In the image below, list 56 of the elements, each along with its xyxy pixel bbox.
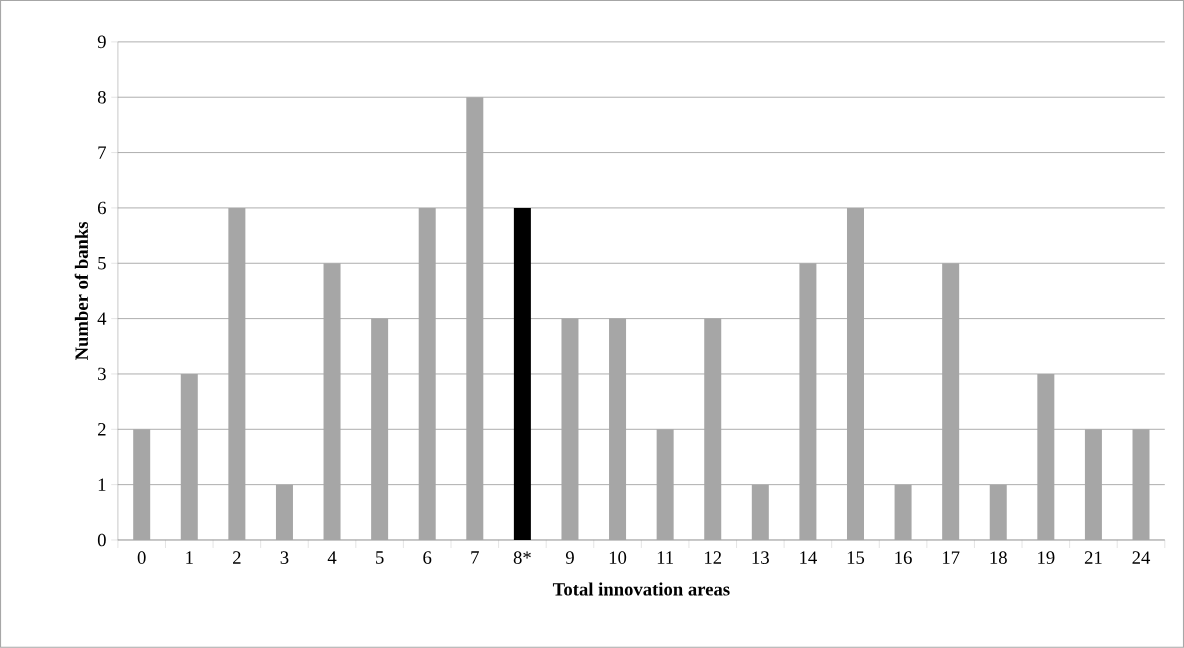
y-tick-label: 7 xyxy=(98,146,106,159)
x-tick-label: 13 xyxy=(752,551,769,564)
y-tick-label: 4 xyxy=(97,312,107,325)
y-tick-label: 9 xyxy=(97,35,106,49)
y-tick-label: 5 xyxy=(98,257,106,270)
bar xyxy=(751,484,769,541)
x-tick-label: 16 xyxy=(895,551,912,564)
x-tick-label: 7 xyxy=(471,551,479,564)
bar xyxy=(989,484,1007,541)
x-tick-label: 12 xyxy=(705,551,722,564)
x-tick-label: 2 xyxy=(233,551,241,564)
y-tick-label: 0 xyxy=(97,533,106,547)
bar xyxy=(609,318,627,541)
bar xyxy=(561,318,579,541)
x-tick-label: 21 xyxy=(1084,551,1102,564)
x-tick-label: 5 xyxy=(376,551,384,564)
x-tick-label: 8* xyxy=(513,551,531,565)
x-tick-label: 9 xyxy=(565,551,574,564)
bar xyxy=(371,318,389,541)
x-tick-label: 17 xyxy=(942,551,960,564)
bar xyxy=(894,484,912,541)
x-tick-label: 1 xyxy=(186,551,193,564)
bar xyxy=(275,484,293,541)
bar xyxy=(466,97,484,541)
x-tick-label: 10 xyxy=(609,551,627,565)
x-tick-label: 14 xyxy=(800,551,817,564)
bar xyxy=(513,207,531,541)
y-tick-label: 2 xyxy=(98,423,106,436)
bar xyxy=(704,318,722,541)
bar xyxy=(418,207,436,541)
bar xyxy=(846,207,864,541)
x-tick-label: 15 xyxy=(847,551,865,564)
x-tick-label: 3 xyxy=(280,551,289,564)
x-tick-label: 18 xyxy=(990,551,1007,565)
y-tick-label: 6 xyxy=(97,201,106,215)
bar xyxy=(656,429,674,541)
x-axis-title: Total innovation areas xyxy=(552,582,730,596)
bar xyxy=(323,263,341,541)
y-tick-label: 1 xyxy=(98,478,106,491)
x-tick-label: 0 xyxy=(137,551,146,565)
y-axis-title: Number of banks xyxy=(74,221,89,361)
bar xyxy=(1132,429,1150,541)
x-tick-label: 19 xyxy=(1038,551,1055,564)
x-tick-label: 24 xyxy=(1132,551,1151,564)
bar xyxy=(133,429,151,541)
x-tick-label: 4 xyxy=(327,551,337,564)
bar xyxy=(799,263,817,541)
bar xyxy=(1084,429,1102,541)
bar xyxy=(1037,374,1055,541)
bar xyxy=(228,207,246,541)
bar xyxy=(180,374,198,541)
y-tick-label: 8 xyxy=(97,90,106,104)
y-tick-label: 3 xyxy=(98,367,106,381)
bar xyxy=(942,263,960,541)
x-tick-label: 11 xyxy=(657,551,674,564)
x-tick-label: 6 xyxy=(423,551,432,564)
